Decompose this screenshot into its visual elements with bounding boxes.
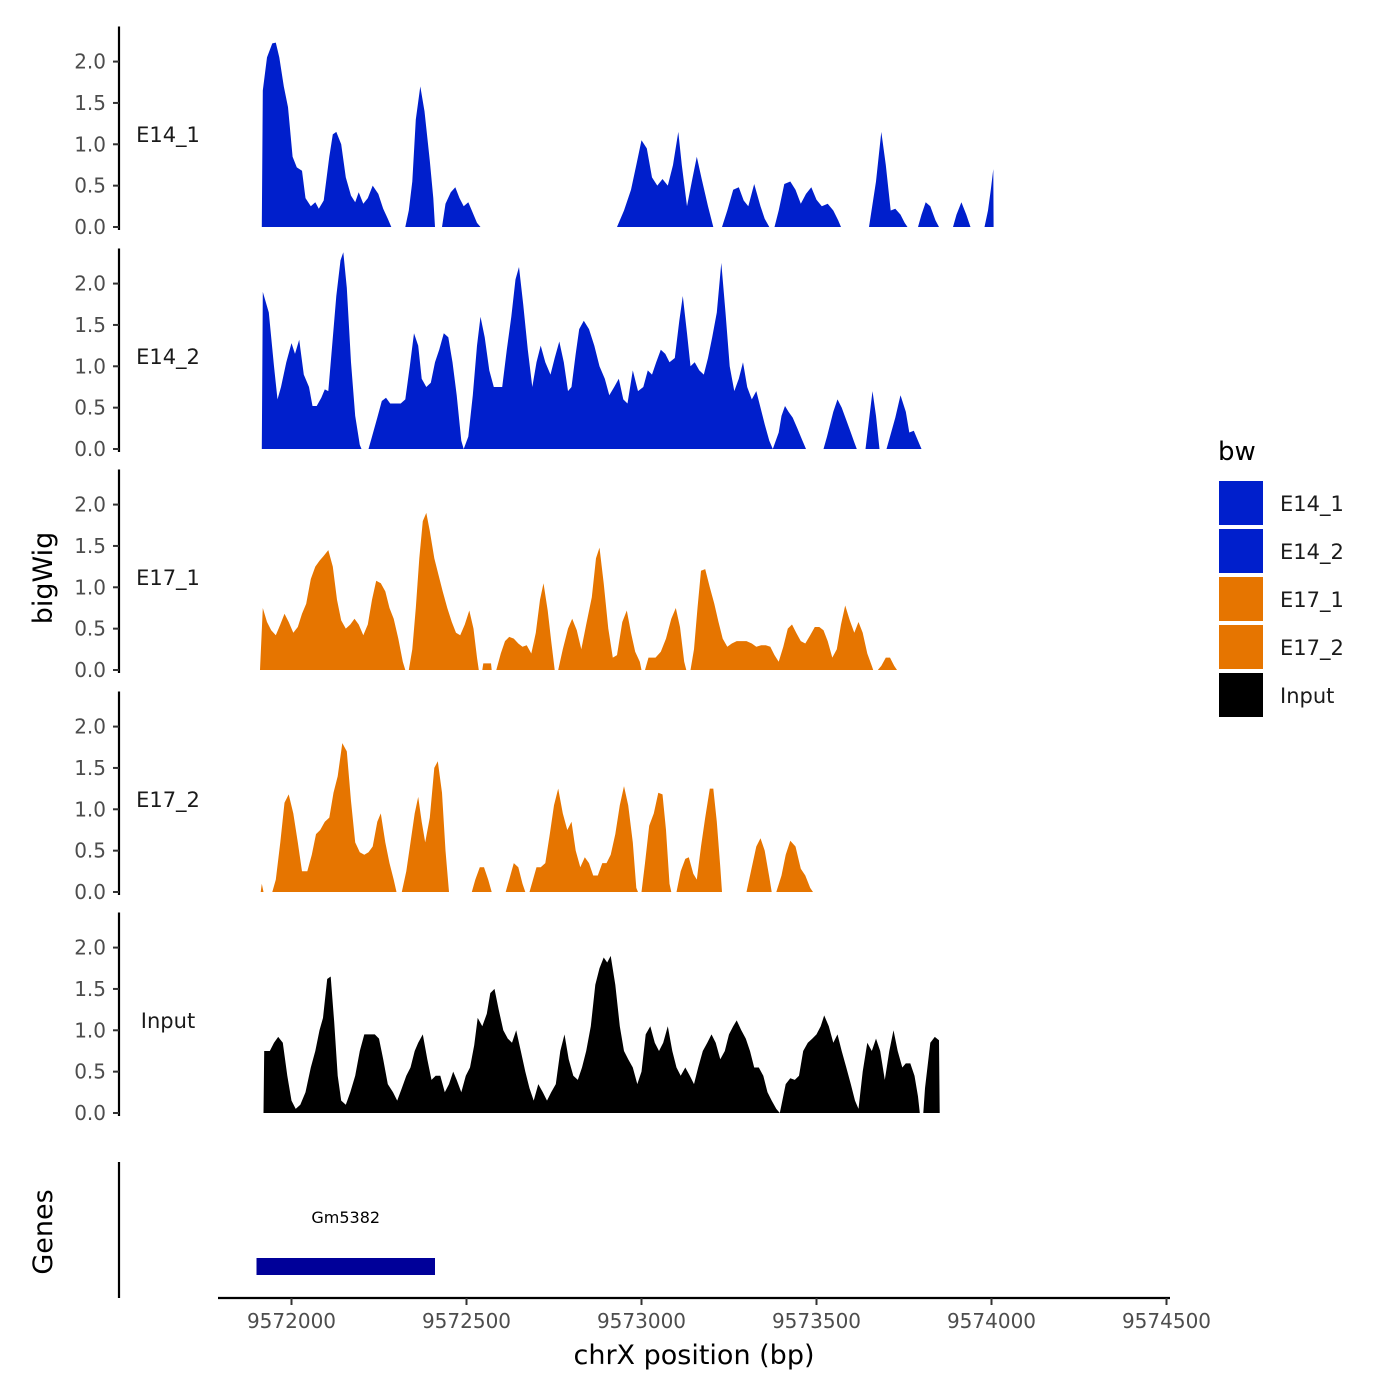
x-tick-label: 9573000	[597, 1309, 686, 1333]
y-tick-label: 0.0	[74, 658, 106, 682]
coverage-area-e17_1	[260, 512, 897, 670]
legend-item-input: Input	[1217, 671, 1334, 719]
x-axis: 9572000 9572500 9573000 9573500 9574000 95745…	[218, 1296, 1211, 1333]
y-tick-label: 2.0	[74, 715, 106, 739]
legend-item-e14_1: E14_1	[1217, 479, 1344, 527]
track-e14_2: 0.0 0.5 1.0 1.5 2.0 E14_2	[74, 248, 922, 461]
track-label: Input	[141, 1009, 195, 1033]
y-tick-label: 1.0	[74, 1018, 106, 1042]
legend-label: E14_1	[1280, 492, 1344, 517]
legend-swatch	[1217, 623, 1265, 671]
y-tick-label: 2.0	[74, 493, 106, 517]
y-tick-label: 2.0	[74, 936, 106, 960]
y-tick-label: 0.5	[74, 1060, 106, 1084]
coverage-area-input	[263, 955, 940, 1113]
x-tick-label: 9574500	[1122, 1309, 1211, 1333]
y-tick-label: 0.5	[74, 839, 106, 863]
coverage-area-e14_1	[261, 42, 994, 227]
track-e17_1: 0.0 0.5 1.0 1.5 2.0 E17_1	[74, 469, 897, 682]
y-tick-label: 1.0	[74, 132, 106, 156]
legend-label: E14_2	[1280, 540, 1344, 565]
y-tick-label: 1.0	[74, 575, 106, 599]
genes-axis-title: Genes	[28, 1189, 59, 1274]
legend-swatch	[1217, 671, 1265, 719]
legend-item-e17_2: E17_2	[1217, 623, 1344, 671]
y-tick-label: 1.5	[74, 534, 106, 558]
coverage-area-e17_2	[260, 743, 813, 892]
x-tick-label: 9572000	[247, 1309, 336, 1333]
y-tick-label: 1.5	[74, 91, 106, 115]
legend-label: E17_2	[1280, 636, 1344, 661]
y-tick-label: 1.0	[74, 354, 106, 378]
y-tick-label: 0.0	[74, 880, 106, 904]
x-tick-label: 9572500	[422, 1309, 511, 1333]
legend-label: E17_1	[1280, 588, 1344, 613]
track-label: E14_1	[136, 123, 200, 148]
legend-label: Input	[1280, 684, 1334, 708]
genes-panel: Gm5382	[117, 1162, 435, 1298]
legend-swatch	[1217, 575, 1265, 623]
y-tick-label: 0.5	[74, 174, 106, 198]
y-tick-label: 0.5	[74, 396, 106, 420]
track-label: E17_2	[136, 788, 200, 813]
y-tick-label: 0.0	[74, 215, 106, 239]
y-tick-label: 1.5	[74, 313, 106, 337]
y-axis-title: bigWig	[28, 532, 59, 625]
x-tick-label: 9574000	[947, 1309, 1036, 1333]
coverage-tracks: 0.0 0.5 1.0 1.5 2.0 E14_1 0.0 0.5 1.0 1.5 2.0 E14_2…	[74, 26, 994, 1125]
gene-body	[256, 1258, 435, 1275]
y-tick-label: 1.5	[74, 756, 106, 780]
track-e17_2: 0.0 0.5 1.0 1.5 2.0 E17_2	[74, 691, 813, 904]
y-tick-label: 0.0	[74, 1101, 106, 1125]
legend-swatch	[1217, 527, 1265, 575]
y-tick-label: 1.0	[74, 797, 106, 821]
x-tick-label: 9573500	[772, 1309, 861, 1333]
legend: bw E14_1 E14_2 E17_1 E17_2 Input	[1217, 437, 1344, 719]
gene-gm5382: Gm5382	[256, 1208, 435, 1275]
legend-title: bw	[1218, 437, 1256, 467]
legend-item-e14_2: E14_2	[1217, 527, 1344, 575]
gene-label: Gm5382	[311, 1208, 380, 1227]
y-tick-label: 0.5	[74, 617, 106, 641]
x-axis-title: chrX position (bp)	[573, 1340, 814, 1371]
coverage-area-e14_2	[261, 252, 922, 449]
y-tick-label: 2.0	[74, 50, 106, 74]
y-tick-label: 0.0	[74, 437, 106, 461]
track-e14_1: 0.0 0.5 1.0 1.5 2.0 E14_1	[74, 26, 994, 239]
track-input: 0.0 0.5 1.0 1.5 2.0 Input	[74, 912, 940, 1125]
track-label: E14_2	[136, 345, 200, 370]
y-tick-label: 2.0	[74, 272, 106, 296]
y-tick-label: 1.5	[74, 977, 106, 1001]
legend-item-e17_1: E17_1	[1217, 575, 1344, 623]
legend-swatch	[1217, 479, 1265, 527]
track-label: E17_1	[136, 566, 200, 591]
